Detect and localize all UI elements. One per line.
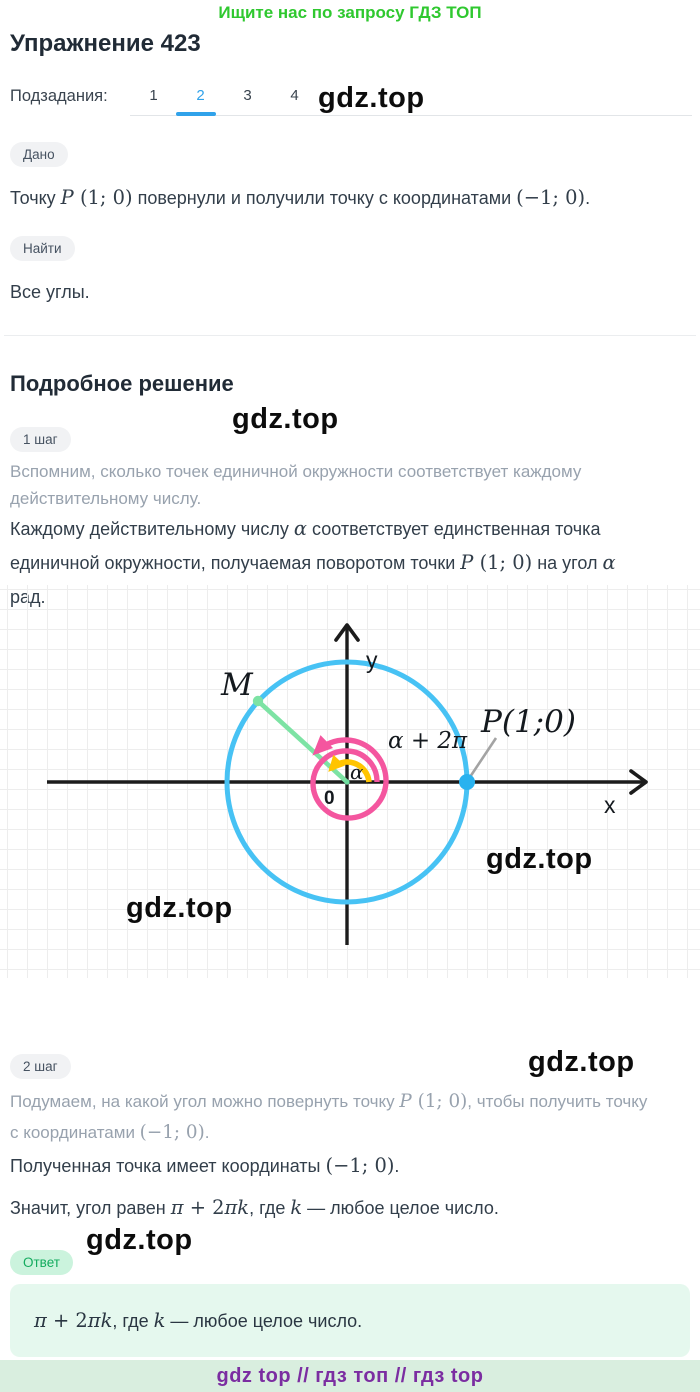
step2-badge: 2 шаг [10, 1054, 71, 1079]
label-point-p: P(1;0) [480, 704, 576, 740]
given-badge: Дано [10, 142, 68, 167]
watermark-top: gdz.top [318, 82, 425, 114]
answer-text: π + 2πk, где k — любое целое число. [34, 1309, 363, 1332]
x-axis-arrow-icon [629, 769, 648, 795]
unit-circle-figure: y x 0 M P(1;0) α α + 2π [0, 585, 700, 978]
origin-dot [344, 779, 350, 785]
answer-box: π + 2πk, где k — любое целое число. [10, 1284, 690, 1357]
footer-bar: gdz top // гдз топ // гдз top [0, 1360, 700, 1392]
point-m [252, 695, 264, 707]
tab-3[interactable]: 3 [243, 87, 252, 104]
tab-2[interactable]: 2 [196, 87, 205, 104]
step2-paragraph-2: Значит, угол равен π + 2πk, где k — любо… [10, 1196, 499, 1219]
step2-note: Подумаем, на какой угол можно повернуть … [10, 1091, 648, 1143]
watermark-figure-right: gdz.top [486, 843, 593, 875]
label-angle-alpha: α [350, 760, 364, 784]
subtasks-label: Подзадания: [10, 87, 108, 105]
label-point-m: M [220, 667, 254, 703]
unit-circle-svg: y x 0 M P(1;0) α α + 2π [47, 623, 648, 945]
tab-4[interactable]: 4 [290, 87, 299, 104]
point-p [459, 774, 475, 790]
angle-arc [328, 754, 372, 783]
step2-paragraph-1: Полученная точка имеет координаты (−1; 0… [10, 1154, 400, 1177]
p-pointer-line [468, 737, 498, 778]
active-tab-underline [176, 112, 216, 116]
label-origin: 0 [324, 788, 335, 809]
find-text: Все углы. [10, 282, 90, 302]
watermark-answer: gdz.top [86, 1224, 193, 1256]
promo-banner: Ищите нас по запросу ГДЗ ТОП [218, 3, 482, 22]
label-angle-alpha-2pi: α + 2π [388, 728, 468, 754]
watermark-solution: gdz.top [232, 403, 339, 435]
step1-badge: 1 шаг [10, 427, 71, 452]
watermark-step2: gdz.top [528, 1046, 635, 1078]
step1-paragraph: Каждому действительному числу α соответс… [10, 517, 616, 607]
label-x-axis: x [604, 792, 616, 818]
find-badge: Найти [10, 236, 75, 261]
label-y-axis: y [366, 647, 378, 673]
given-text: Точку P (1; 0) повернули и получили точк… [10, 186, 591, 209]
y-axis-arrow-icon [334, 623, 360, 642]
step1-note: Вспомним, сколько точек единичной окружн… [10, 462, 582, 508]
solution-heading: Подробное решение [10, 371, 234, 396]
tab-1[interactable]: 1 [149, 87, 158, 104]
subtask-tabs: 1 2 3 4 [130, 84, 692, 116]
rotation-spiral [310, 735, 389, 821]
section-divider [4, 335, 696, 336]
page-title: Упражнение 423 [10, 30, 201, 57]
watermark-figure-left: gdz.top [126, 892, 233, 924]
answer-badge: Ответ [10, 1250, 73, 1275]
